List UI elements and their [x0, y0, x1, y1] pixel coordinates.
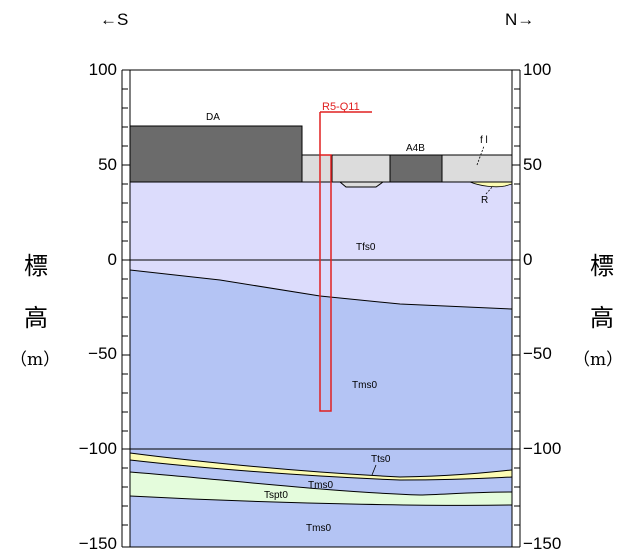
- left-axis-title-char-1: 標: [24, 252, 48, 280]
- label-borehole-R5-Q11: R5-Q11: [322, 101, 360, 113]
- layer-Tts0-fill: [130, 453, 512, 480]
- label-Tms0-lower: Tms0: [306, 523, 331, 534]
- layer-Tms0-mid-fill: [130, 460, 512, 495]
- layer-Tms0-upper-fill: [130, 270, 512, 449]
- building-fl: [441, 154, 513, 183]
- right-tick-m150: −150: [523, 534, 562, 553]
- section-frame: [129, 69, 513, 548]
- north-direction-label: N→: [505, 10, 535, 29]
- right-axis-ticks: [512, 69, 520, 548]
- layer-Tfs0-lower-fill: [130, 260, 512, 309]
- right-tick-m50: −50: [523, 344, 552, 363]
- label-Tms0-mid: Tms0: [308, 480, 333, 491]
- layer-Tts0-top-line: [129, 452, 513, 478]
- label-A4B: A4B: [406, 143, 425, 154]
- building-DA: [129, 125, 303, 183]
- left-axis-title-char-2: 高: [24, 304, 48, 332]
- label-Tms0-upper: Tms0: [352, 380, 377, 391]
- label-DA: DA: [206, 112, 220, 123]
- right-axis-title-char-1: 標: [590, 252, 614, 280]
- label-Tts0: Tts0: [371, 454, 391, 465]
- layer-Tspt0-top-line: [129, 471, 513, 496]
- left-axis-unit: （m）: [10, 350, 61, 370]
- left-tick-100: 100: [88, 60, 117, 79]
- left-tick-0: 0: [107, 250, 117, 269]
- right-tick-0: 0: [523, 250, 533, 269]
- right-tick-100: 100: [523, 60, 552, 79]
- left-tick-m150: −150: [78, 534, 117, 553]
- label-R: R: [481, 195, 488, 206]
- layer-Tspt0-fill: [130, 472, 512, 506]
- left-tick-m50: −50: [88, 344, 117, 363]
- label-Tfs0: Tfs0: [356, 242, 376, 253]
- left-tick-50: 50: [98, 155, 117, 174]
- left-tick-m100: −100: [78, 439, 117, 458]
- right-axis-unit: （m）: [573, 350, 624, 370]
- right-axis-title-char-2: 高: [590, 304, 614, 332]
- left-axis-ticks: [122, 69, 130, 548]
- Tts0-leader-line: [371, 464, 377, 476]
- building-light-1: [301, 154, 333, 183]
- right-tick-m100: −100: [523, 439, 562, 458]
- layer-Tts0-bottom-line: [129, 459, 513, 481]
- borehole-R5-Q11: [319, 154, 332, 412]
- R-leader-line: [485, 185, 494, 195]
- label-Tspt0: Tspt0: [264, 490, 288, 501]
- building-A4B: [389, 154, 443, 183]
- right-tick-50: 50: [523, 155, 542, 174]
- layer-Tspt0-bottom-line: [129, 495, 513, 506]
- layer-Tfs0-fill: [130, 182, 512, 260]
- label-fl: f l: [480, 135, 488, 146]
- south-direction-label: ←S: [100, 10, 129, 29]
- layer-R-fill: [469, 181, 513, 188]
